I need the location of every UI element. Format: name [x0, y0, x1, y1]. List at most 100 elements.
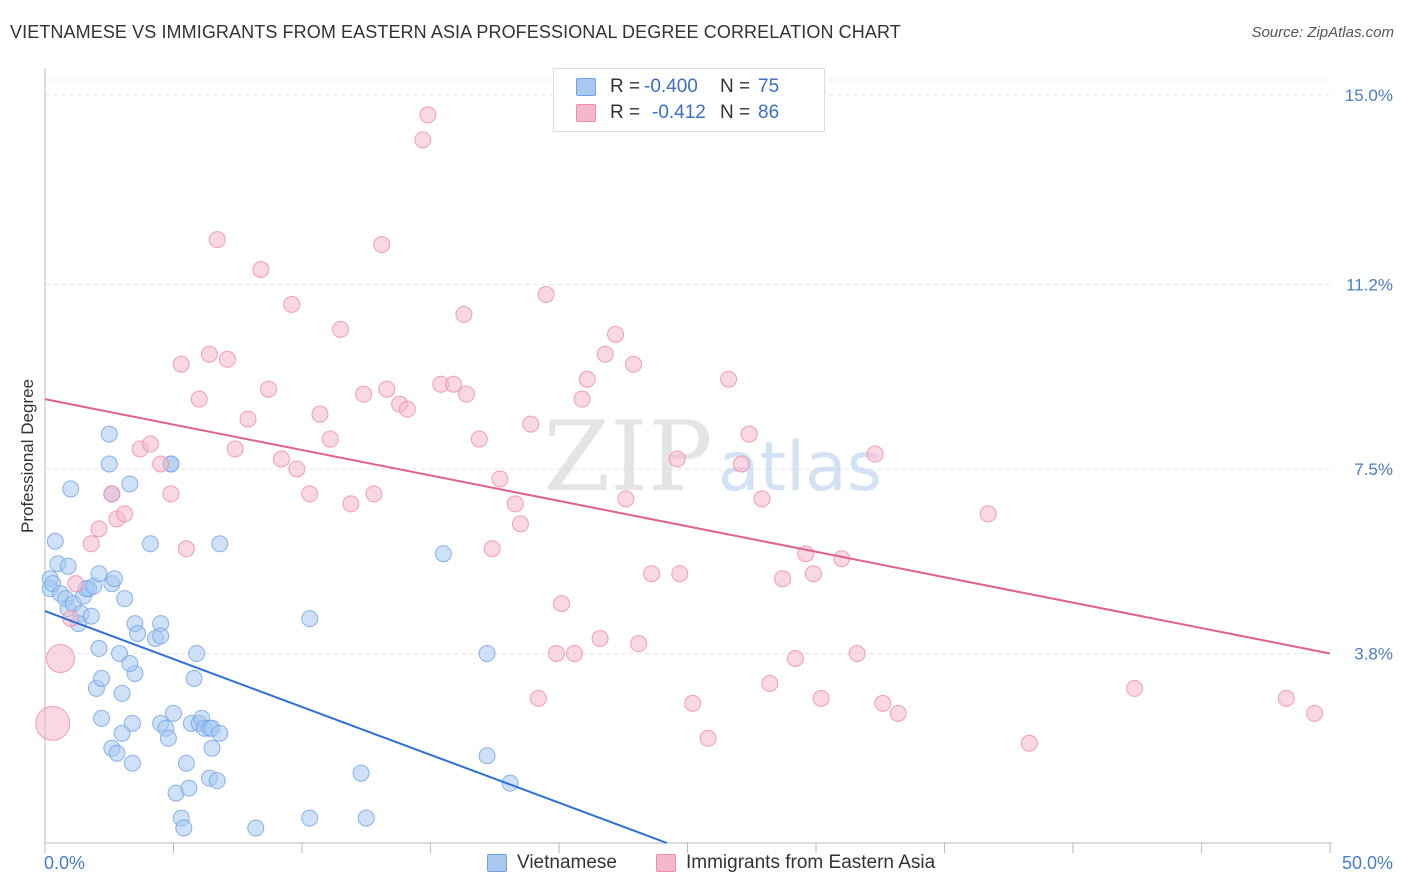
data-point [62, 480, 80, 498]
data-point [283, 295, 301, 313]
data-point [434, 545, 452, 563]
data-point [82, 535, 100, 553]
x-tick-label: 0.0% [44, 853, 85, 873]
data-point [90, 565, 108, 583]
data-point [478, 644, 496, 662]
legend-row-immigrants: R = -0.412 N = 86 [576, 101, 779, 125]
legend-item-vietnamese[interactable]: Vietnamese [487, 852, 617, 874]
data-point [866, 445, 884, 463]
data-point [123, 714, 141, 732]
data-point [373, 236, 391, 254]
data-point [684, 694, 702, 712]
legend-n-value: 86 [758, 102, 780, 123]
data-point [761, 674, 779, 692]
data-point [352, 764, 370, 782]
data-point [414, 131, 432, 149]
legend-r-value: -0.412 [652, 102, 706, 123]
data-point [111, 644, 129, 662]
data-point [565, 644, 583, 662]
data-point [288, 460, 306, 478]
legend-n-label: N = [720, 76, 751, 97]
legend-swatch-pink [656, 854, 676, 872]
data-point [113, 684, 131, 702]
data-point [553, 595, 571, 613]
legend-label: Vietnamese [517, 852, 617, 873]
series-legend: Vietnamese Immigrants from Eastern Asia [0, 852, 1406, 878]
data-point [522, 415, 540, 433]
legend-swatch-blue [576, 78, 596, 96]
legend-n-label: N = [720, 102, 751, 123]
data-point [478, 747, 496, 765]
data-point [116, 590, 134, 608]
data-point [720, 370, 738, 388]
data-point [365, 485, 383, 503]
data-point [113, 724, 131, 742]
series-vietnamese [41, 425, 519, 837]
data-point [211, 724, 229, 742]
data-point [177, 754, 195, 772]
data-point [208, 772, 226, 790]
data-point [46, 532, 64, 550]
data-point [116, 505, 134, 523]
data-point [501, 774, 519, 792]
data-point [172, 355, 190, 373]
data-point [260, 380, 278, 398]
data-point [342, 495, 360, 513]
gridlines [45, 79, 1330, 654]
data-point [591, 630, 609, 648]
source-credit: Source: ZipAtlas.com [1251, 24, 1394, 41]
data-point [162, 485, 180, 503]
data-point [59, 557, 77, 575]
data-point [578, 370, 596, 388]
legend-label: Immigrants from Eastern Asia [686, 852, 936, 873]
data-point [979, 505, 997, 523]
data-point [141, 435, 159, 453]
data-point [123, 754, 141, 772]
data-point [357, 809, 375, 827]
data-point [239, 410, 257, 428]
legend-r-label: R = [610, 76, 641, 97]
legend-row-vietnamese: R = -0.400 N = 75 [576, 75, 779, 99]
data-point [67, 575, 85, 593]
data-point [483, 540, 501, 558]
data-point [185, 669, 203, 687]
data-point [208, 231, 226, 249]
data-point [35, 705, 71, 741]
data-point [1277, 689, 1295, 707]
data-point [211, 535, 229, 553]
data-point [203, 739, 221, 757]
data-point [643, 565, 661, 583]
data-point [573, 390, 591, 408]
data-point [332, 320, 350, 338]
data-point [129, 625, 147, 643]
data-point [732, 455, 750, 473]
data-point [419, 106, 437, 124]
data-point [596, 345, 614, 363]
data-point [1306, 704, 1324, 722]
data-point [93, 709, 111, 727]
data-point [547, 644, 565, 662]
legend-item-immigrants[interactable]: Immigrants from Eastern Asia [656, 852, 935, 874]
data-point [1126, 679, 1144, 697]
data-point [355, 385, 373, 403]
y-tick-label: 11.2% [1346, 275, 1393, 294]
x-tick-label: 50.0% [1342, 853, 1393, 873]
data-point [103, 485, 121, 503]
data-point [804, 565, 822, 583]
data-point [188, 644, 206, 662]
data-point [90, 640, 108, 658]
data-point [177, 540, 195, 558]
data-point [121, 475, 139, 493]
data-point [445, 375, 463, 393]
data-point [108, 744, 126, 762]
y-tick-label: 3.8% [1354, 644, 1393, 663]
data-point [180, 779, 198, 797]
data-point [321, 430, 339, 448]
data-point [668, 450, 686, 468]
data-point [226, 440, 244, 458]
data-point [175, 819, 193, 837]
data-point [100, 455, 118, 473]
data-point [398, 400, 416, 418]
trend-line [44, 398, 1331, 655]
data-point [470, 430, 488, 448]
